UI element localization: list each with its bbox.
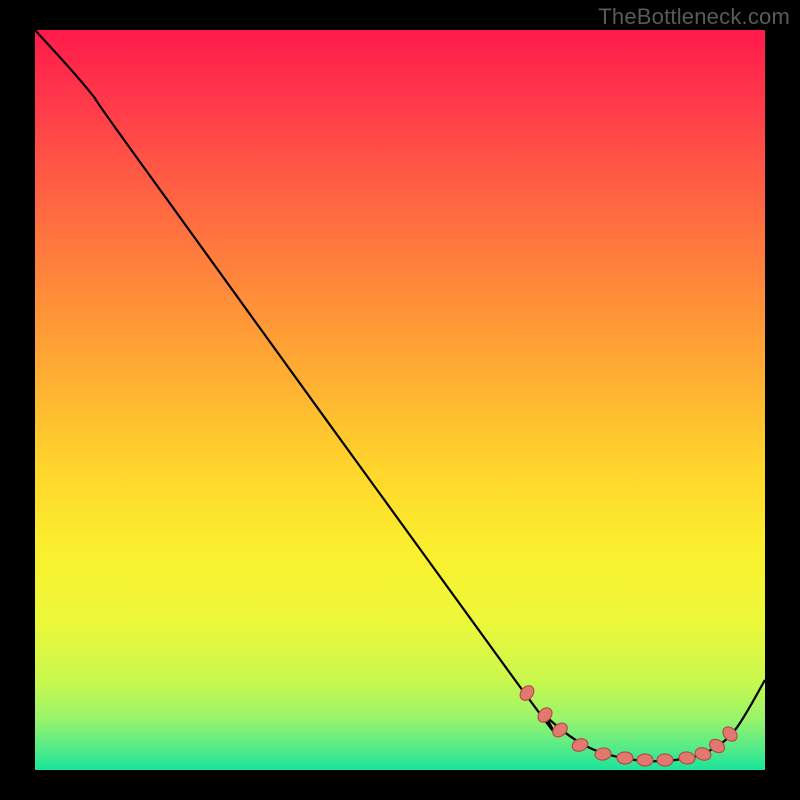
watermark-text: TheBottleneck.com bbox=[598, 4, 790, 30]
curve-marker bbox=[617, 752, 633, 764]
chart-canvas: TheBottleneck.com bbox=[0, 0, 800, 800]
gradient-background bbox=[35, 30, 765, 770]
plot-area bbox=[35, 30, 765, 770]
curve-marker bbox=[637, 754, 653, 766]
curve-marker bbox=[657, 754, 673, 766]
